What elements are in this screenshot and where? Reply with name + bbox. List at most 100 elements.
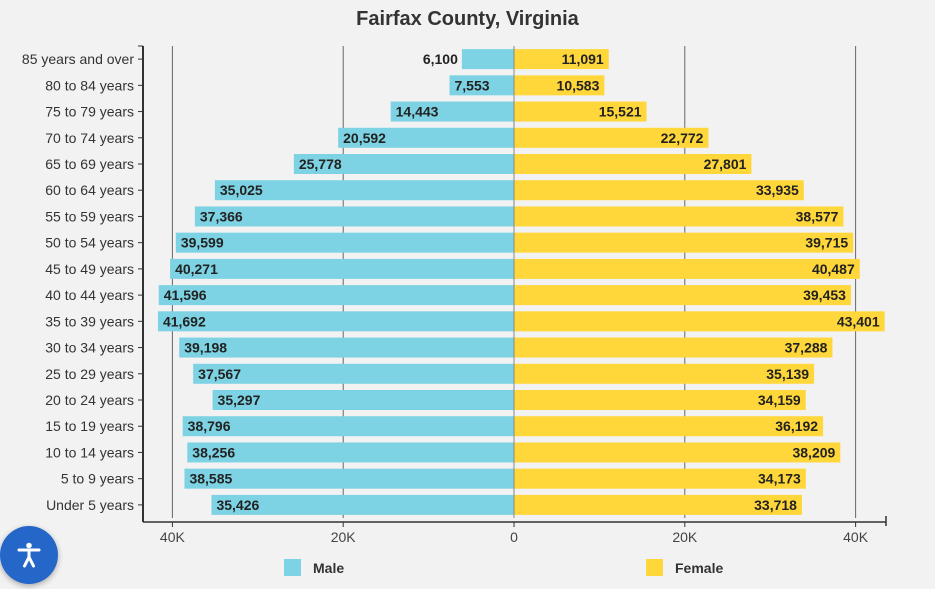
data-label-male: 25,778	[299, 156, 342, 172]
data-label-male: 37,366	[200, 208, 243, 224]
bars	[157, 49, 885, 515]
bar-male	[184, 468, 515, 489]
data-label-female: 38,209	[792, 444, 835, 460]
bar-female	[514, 101, 647, 122]
bar-male	[187, 442, 514, 463]
bar-male	[214, 180, 514, 201]
bar-male	[449, 75, 514, 96]
x-tick-label: 40K	[843, 529, 869, 545]
data-label-female: 27,801	[704, 156, 747, 172]
bar-male	[158, 285, 514, 306]
y-tick-label: 20 to 24 years	[45, 392, 134, 408]
data-label-male: 37,567	[198, 366, 241, 382]
x-tick-label: 0	[510, 529, 518, 545]
data-label-male: 35,025	[220, 182, 263, 198]
data-label-female: 43,401	[837, 313, 880, 329]
axes	[138, 45, 887, 527]
y-tick-label: 55 to 59 years	[45, 208, 134, 224]
bar-female	[514, 337, 833, 358]
bar-male	[212, 390, 514, 410]
data-label-male: 7,553	[454, 77, 489, 93]
bar-female	[514, 285, 851, 306]
data-label-female: 39,453	[803, 287, 846, 303]
data-label-male: 38,796	[188, 418, 231, 434]
bar-male	[157, 311, 514, 332]
bar-female	[514, 363, 815, 384]
data-label-male: 39,198	[184, 340, 227, 356]
legend-item-female[interactable]: Female	[646, 559, 723, 576]
data-label-male: 35,297	[218, 392, 261, 408]
legend-swatch-male	[284, 559, 301, 576]
x-tick-label: 20K	[672, 529, 698, 545]
legend-item-male[interactable]: Male	[284, 559, 344, 576]
data-label-male: 6,100	[423, 51, 458, 67]
data-label-female: 38,577	[796, 208, 839, 224]
data-label-male: 14,443	[396, 104, 439, 120]
data-label-female: 37,288	[785, 340, 828, 356]
y-tick-label: 30 to 34 years	[45, 340, 134, 356]
y-tick-label: Under 5 years	[46, 497, 134, 513]
y-tick-label: 85 years and over	[22, 51, 134, 67]
bar-male	[175, 232, 514, 253]
y-tick-label: 35 to 39 years	[45, 313, 134, 329]
data-label-male: 38,585	[189, 471, 232, 487]
data-label-female: 36,192	[775, 418, 818, 434]
accessibility-icon	[17, 542, 41, 568]
y-tick-label: 50 to 54 years	[45, 235, 134, 251]
bar-female	[514, 468, 806, 489]
gridlines	[171, 46, 857, 518]
data-label-female: 10,583	[557, 77, 600, 93]
bar-female	[514, 311, 885, 332]
y-tick-label: 15 to 19 years	[45, 418, 134, 434]
y-tick-label: 70 to 74 years	[45, 130, 134, 146]
legend-label-male: Male	[313, 559, 345, 576]
data-label-male: 41,692	[163, 313, 206, 329]
y-tick-label: 5 to 9 years	[61, 471, 134, 487]
legend-label-female: Female	[675, 559, 724, 576]
bar-male	[194, 206, 514, 227]
labels: 6,100 11,091 85 years and over 7,553 10,583 8…	[22, 51, 880, 545]
y-tick-label: 75 to 79 years	[45, 104, 134, 120]
bar-female	[514, 390, 806, 410]
data-label-female: 22,772	[661, 130, 704, 146]
bar-female	[514, 127, 709, 148]
bar-male	[211, 494, 515, 515]
bar-female	[514, 232, 854, 253]
data-label-male: 40,271	[175, 261, 218, 277]
bar-male	[170, 258, 514, 279]
y-tick-label: 65 to 69 years	[45, 156, 134, 172]
bar-male	[293, 154, 514, 174]
bar-male	[193, 363, 514, 384]
bar-male	[179, 337, 515, 358]
data-label-male: 20,592	[343, 130, 386, 146]
bar-female	[514, 494, 802, 515]
bar-female	[514, 75, 605, 96]
bar-female	[514, 258, 860, 279]
x-tick-label: 40K	[160, 529, 186, 545]
x-tick-label: 20K	[331, 529, 357, 545]
data-label-female: 11,091	[562, 51, 604, 67]
data-label-male: 38,256	[192, 444, 235, 460]
bar-female	[514, 49, 609, 70]
accessibility-button[interactable]	[0, 526, 58, 584]
data-label-female: 33,935	[756, 182, 799, 198]
data-label-female: 40,487	[812, 261, 855, 277]
data-label-male: 41,596	[164, 287, 207, 303]
bar-male	[461, 49, 514, 70]
y-tick-label: 40 to 44 years	[45, 287, 134, 303]
y-tick-label: 60 to 64 years	[45, 182, 134, 198]
data-label-female: 35,139	[766, 366, 809, 382]
y-tick-label: 10 to 14 years	[45, 444, 134, 460]
legend-swatch-female	[646, 559, 663, 576]
bar-male	[390, 101, 514, 122]
chart-title: Fairfax County, Virginia	[356, 8, 579, 30]
bar-female	[514, 206, 844, 227]
bar-male	[182, 416, 514, 437]
y-tick-label: 25 to 29 years	[45, 366, 134, 382]
data-label-female: 34,173	[758, 471, 801, 487]
data-label-male: 39,599	[181, 235, 224, 251]
data-label-female: 15,521	[599, 104, 642, 120]
data-label-female: 39,715	[805, 235, 848, 251]
data-label-female: 33,718	[754, 497, 797, 513]
